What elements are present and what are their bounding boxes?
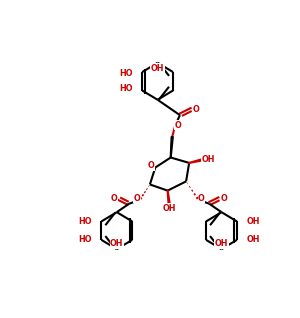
- Text: O: O: [111, 194, 118, 203]
- Text: OH: OH: [215, 239, 228, 248]
- Text: OH: OH: [151, 64, 164, 73]
- Text: HO: HO: [119, 85, 133, 93]
- Text: OH: OH: [110, 239, 124, 248]
- Text: O: O: [198, 194, 205, 203]
- Text: OH: OH: [162, 204, 176, 213]
- Text: O: O: [174, 121, 181, 130]
- Text: HO: HO: [79, 235, 92, 245]
- Polygon shape: [189, 159, 202, 163]
- Text: O: O: [193, 105, 200, 114]
- Text: OH: OH: [246, 217, 260, 226]
- Text: OH: OH: [246, 235, 260, 245]
- Text: HO: HO: [79, 217, 92, 226]
- Text: O: O: [134, 194, 140, 203]
- Text: O: O: [220, 194, 227, 203]
- Polygon shape: [167, 190, 170, 204]
- Text: O: O: [148, 162, 155, 170]
- Text: OH: OH: [202, 155, 215, 164]
- Text: HO: HO: [119, 69, 133, 78]
- Polygon shape: [170, 137, 173, 157]
